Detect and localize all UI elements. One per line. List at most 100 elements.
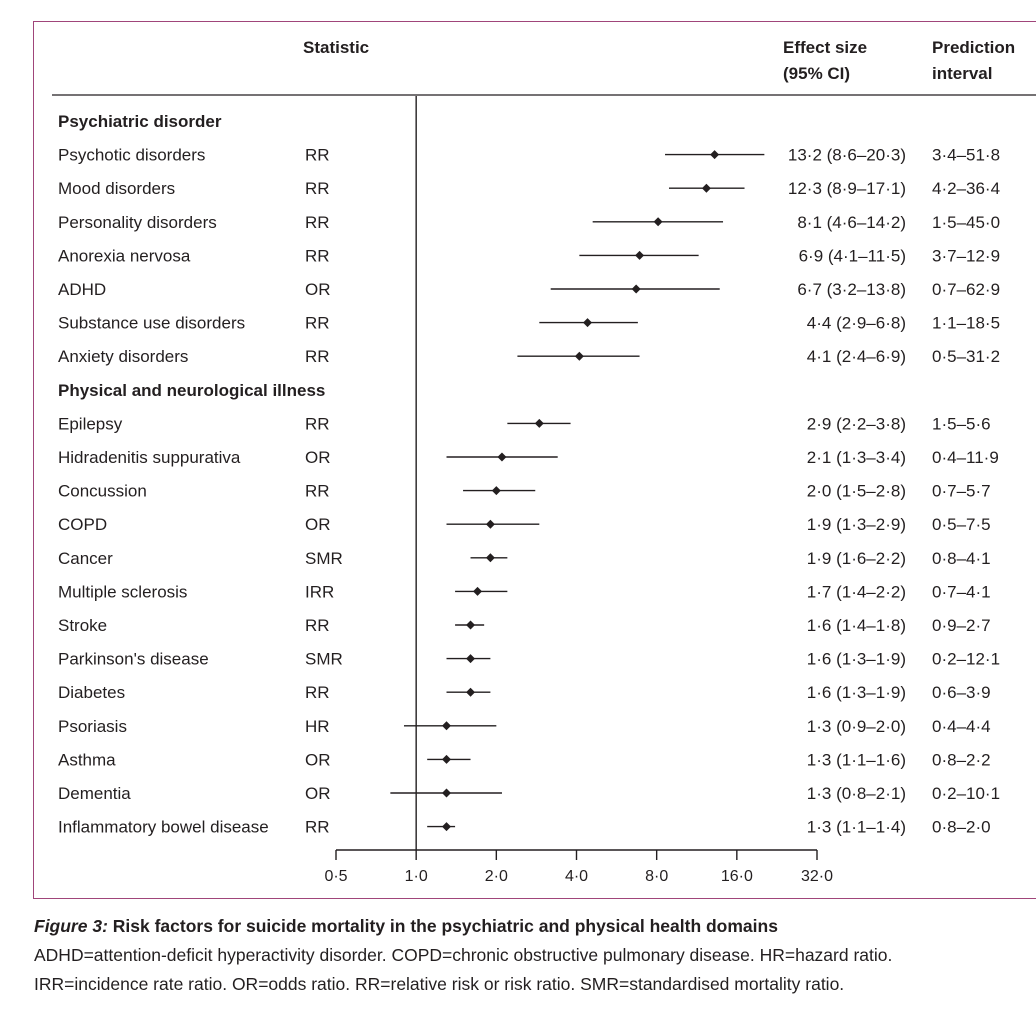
row-prediction-interval: 3·4–51·8 (932, 146, 1000, 165)
row-statistic: RR (305, 246, 330, 265)
row-effect-size: 8·1 (4·6–14·2) (797, 213, 906, 232)
row-label: Asthma (58, 750, 116, 769)
point-estimate (491, 486, 501, 496)
row-statistic: HR (305, 717, 330, 736)
point-estimate (485, 519, 495, 529)
row-label: Personality disorders (58, 213, 217, 232)
row-effect-size: 1·6 (1·4–1·8) (807, 616, 906, 635)
row-prediction-interval: 0·2–10·1 (932, 784, 1000, 803)
row-prediction-interval: 1·1–18·5 (932, 314, 1000, 333)
row-statistic: RR (305, 179, 330, 198)
point-estimate (442, 721, 452, 731)
row-effect-size: 12·3 (8·9–17·1) (788, 179, 906, 198)
row-prediction-interval: 1·5–45·0 (932, 213, 1000, 232)
row-label: Mood disorders (58, 179, 175, 198)
point-estimate (583, 318, 593, 328)
point-estimate (442, 788, 452, 798)
row-effect-size: 1·3 (1·1–1·6) (807, 750, 906, 769)
row-statistic: IRR (305, 582, 334, 601)
row-statistic: RR (305, 818, 330, 837)
point-estimate (466, 620, 476, 630)
row-prediction-interval: 1·5–5·6 (932, 414, 991, 433)
point-estimate (466, 687, 476, 697)
x-tick-label: 4·0 (565, 868, 588, 885)
point-estimate (701, 183, 711, 193)
row-prediction-interval: 4·2–36·4 (932, 179, 1000, 198)
row-effect-size: 6·9 (4·1–11·5) (799, 246, 906, 265)
row-prediction-interval: 0·8–2·0 (932, 818, 991, 837)
caption-title-line: Figure 3: Risk factors for suicide morta… (34, 912, 1029, 941)
row-label: Parkinson's disease (58, 650, 209, 669)
row-effect-size: 1·3 (1·1–1·4) (807, 818, 906, 837)
row-effect-size: 1·3 (0·9–2·0) (807, 717, 906, 736)
header-statistic: Statistic (303, 38, 369, 57)
header-prediction-interval-line1: Prediction (932, 38, 1015, 57)
row-statistic: RR (305, 482, 330, 501)
row-statistic: RR (305, 683, 330, 702)
row-prediction-interval: 0·7–5·7 (932, 482, 991, 501)
row-label: Inflammatory bowel disease (58, 818, 269, 837)
row-label: Anorexia nervosa (58, 246, 191, 265)
row-label: Concussion (58, 482, 147, 501)
row-prediction-interval: 0·2–12·1 (932, 650, 1000, 669)
point-estimate (653, 217, 663, 227)
row-label: ADHD (58, 280, 106, 299)
row-effect-size: 2·0 (1·5–2·8) (807, 482, 906, 501)
row-effect-size: 13·2 (8·6–20·3) (788, 146, 906, 165)
row-prediction-interval: 0·7–62·9 (932, 280, 1000, 299)
row-effect-size: 1·6 (1·3–1·9) (807, 683, 906, 702)
x-tick-label: 1·0 (405, 868, 428, 885)
forest-plot: Statistic Effect size (95% CI) Predictio… (52, 38, 1036, 885)
point-estimate (631, 284, 641, 294)
point-estimate (574, 351, 584, 361)
figure-title: Risk factors for suicide mortality in th… (107, 916, 778, 936)
row-effect-size: 4·4 (2·9–6·8) (807, 314, 906, 333)
point-estimate (466, 654, 476, 664)
point-estimate (534, 418, 544, 428)
caption-abbrev-line-2: IRR=incidence rate ratio. OR=odds ratio.… (34, 974, 845, 994)
row-effect-size: 1·6 (1·3–1·9) (807, 650, 906, 669)
point-estimate (442, 822, 452, 832)
header-effect-size-line1: Effect size (783, 38, 867, 57)
row-prediction-interval: 0·6–3·9 (932, 683, 991, 702)
row-label: Psychotic disorders (58, 146, 205, 165)
row-prediction-interval: 0·9–2·7 (932, 616, 991, 635)
row-prediction-interval: 0·8–4·1 (932, 549, 991, 568)
row-statistic: OR (305, 750, 331, 769)
row-statistic: SMR (305, 549, 343, 568)
point-estimate (442, 754, 452, 764)
figure-frame (33, 21, 1036, 899)
figure-label: Figure 3: (34, 916, 108, 936)
row-effect-size: 2·1 (1·3–3·4) (807, 448, 906, 467)
row-label: Epilepsy (58, 414, 123, 433)
row-label: Hidradenitis suppurativa (58, 448, 241, 467)
row-statistic: RR (305, 213, 330, 232)
row-statistic: RR (305, 616, 330, 635)
row-prediction-interval: 0·5–31·2 (932, 347, 1000, 366)
row-statistic: OR (305, 784, 331, 803)
row-prediction-interval: 0·8–2·2 (932, 750, 991, 769)
row-prediction-interval: 3·7–12·9 (932, 246, 1000, 265)
row-statistic: RR (305, 347, 330, 366)
row-statistic: SMR (305, 650, 343, 669)
row-statistic: RR (305, 146, 330, 165)
row-effect-size: 1·9 (1·6–2·2) (807, 549, 906, 568)
figure-caption: Figure 3: Risk factors for suicide morta… (34, 912, 1029, 999)
row-label: Stroke (58, 616, 107, 635)
row-label: Diabetes (58, 683, 125, 702)
row-label: Psoriasis (58, 717, 127, 736)
row-prediction-interval: 0·4–4·4 (932, 717, 991, 736)
row-label: Anxiety disorders (58, 347, 188, 366)
point-estimate (473, 586, 483, 596)
row-prediction-interval: 0·7–4·1 (932, 582, 991, 601)
row-effect-size: 1·9 (1·3–2·9) (807, 515, 906, 534)
point-estimate (485, 553, 495, 563)
row-effect-size: 4·1 (2·4–6·9) (807, 347, 906, 366)
x-tick-label: 2·0 (485, 868, 508, 885)
group-title: Physical and neurological illness (58, 381, 325, 400)
row-statistic: OR (305, 515, 331, 534)
group-title: Psychiatric disorder (58, 112, 222, 131)
header-prediction-interval-line2: interval (932, 64, 992, 83)
row-label: COPD (58, 515, 107, 534)
point-estimate (497, 452, 507, 462)
